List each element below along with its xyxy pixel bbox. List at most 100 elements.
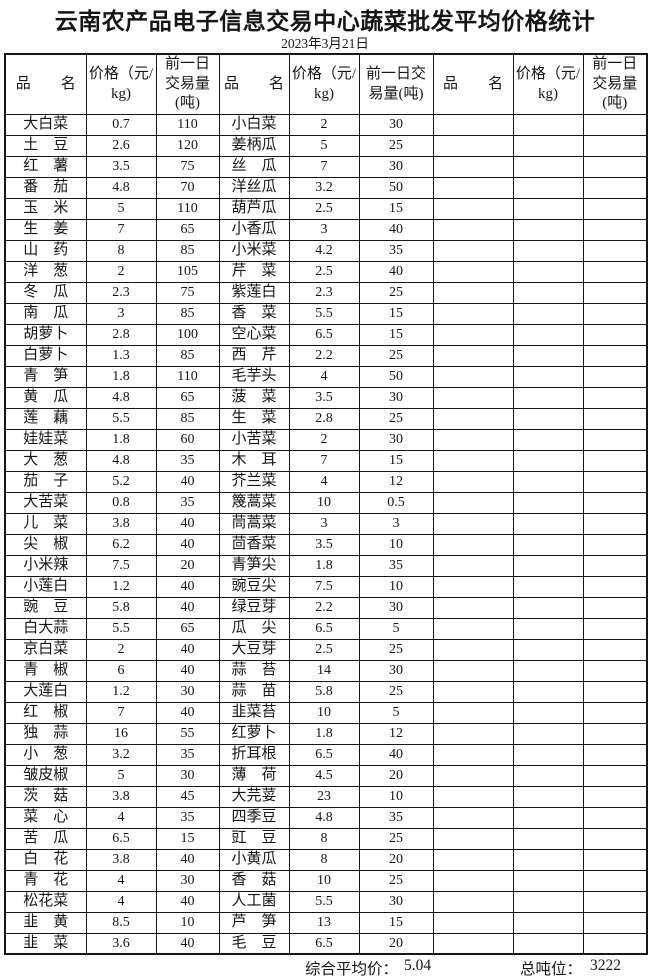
price-cell: 5.5: [288, 302, 360, 325]
total-tonnage-value: 3222: [590, 957, 621, 975]
price-cell: [512, 113, 584, 136]
price-cell: [512, 155, 584, 178]
header-price-1: 价格（元/kg): [85, 53, 157, 115]
price-cell: 5.8: [85, 596, 157, 619]
price-cell: [512, 428, 584, 451]
price-cell: 2.8: [288, 407, 360, 430]
table-row: 韭 黄 8.5 10 芦 笋 13 15: [4, 911, 648, 934]
price-cell: [512, 869, 584, 892]
table-row: 皱皮椒 5 30 薄 荷 4.5 20: [4, 764, 648, 787]
volume-cell: 15: [155, 827, 220, 850]
product-name-cell: [432, 323, 514, 346]
price-cell: [512, 134, 584, 157]
product-name-cell: 蒜 苔: [218, 659, 290, 682]
volume-cell: 25: [358, 134, 434, 157]
volume-cell: 65: [155, 617, 220, 640]
product-name-cell: 茼蒿菜: [218, 512, 290, 535]
product-name-cell: 南 瓜: [4, 302, 87, 325]
volume-cell: 85: [155, 407, 220, 430]
table-row: 青 笋 1.8 110 毛芋头 4 50: [4, 365, 648, 388]
product-name-cell: [432, 155, 514, 178]
table-row: 菜 心 4 35 四季豆 4.8 35: [4, 806, 648, 829]
volume-cell: [582, 554, 648, 577]
product-name-cell: [432, 344, 514, 367]
volume-cell: 25: [358, 344, 434, 367]
product-name-cell: [432, 659, 514, 682]
table-row: 白大蒜 5.5 65 瓜 尖 6.5 5: [4, 617, 648, 640]
price-cell: 16: [85, 722, 157, 745]
price-cell: 2: [288, 428, 360, 451]
price-cell: 8: [288, 827, 360, 850]
price-cell: 2.2: [288, 596, 360, 619]
volume-cell: 30: [358, 596, 434, 619]
product-name-cell: 蒜 苗: [218, 680, 290, 703]
product-name-cell: 儿 菜: [4, 512, 87, 535]
table-row: 韭 菜 3.6 40 毛 豆 6.5 20: [4, 932, 648, 955]
volume-cell: [582, 785, 648, 808]
header-volume-3: 前一日交易量(吨): [582, 53, 648, 115]
total-tonnage-label: 总吨位：: [520, 961, 583, 979]
price-cell: 3.8: [85, 512, 157, 535]
table-row: 娃娃菜 1.8 60 小苦菜 2 30: [4, 428, 648, 451]
header-volume-2: 前一日交易量(吨): [358, 53, 434, 115]
product-name-cell: [432, 680, 514, 703]
volume-cell: 10: [155, 911, 220, 934]
volume-cell: [582, 701, 648, 724]
product-name-cell: [432, 785, 514, 808]
volume-cell: 10: [358, 533, 434, 556]
price-cell: 2.5: [288, 197, 360, 220]
price-cell: 3.8: [85, 785, 157, 808]
header-product-name-3: 品 名: [432, 53, 514, 115]
price-cell: 6.2: [85, 533, 157, 556]
price-table: 品 名价格（元/kg) 前一日交易量(吨) 品 名价格（元/kg) 前一日交易量(吨)…: [4, 53, 648, 956]
product-name-cell: 茴香菜: [218, 533, 290, 556]
product-name-cell: 冬 瓜: [4, 281, 87, 304]
product-name-cell: 空心菜: [218, 323, 290, 346]
product-name-cell: 芥兰菜: [218, 470, 290, 493]
product-name-cell: [432, 239, 514, 262]
price-cell: 4: [85, 806, 157, 829]
volume-cell: [582, 638, 648, 661]
price-cell: 2.6: [85, 134, 157, 157]
volume-cell: 10: [358, 785, 434, 808]
table-header-row: 品 名价格（元/kg) 前一日交易量(吨) 品 名价格（元/kg) 前一日交易量(吨)…: [4, 53, 648, 115]
product-name-cell: [432, 428, 514, 451]
price-cell: 2.3: [288, 281, 360, 304]
price-cell: 1.8: [85, 365, 157, 388]
product-name-cell: [432, 596, 514, 619]
product-name-cell: [432, 764, 514, 787]
table-row: 大白菜 0.7 110 小白菜 2 30: [4, 113, 648, 136]
volume-cell: [582, 512, 648, 535]
volume-cell: 40: [155, 932, 220, 955]
table-row: 小莲白 1.2 40 豌豆尖 7.5 10: [4, 575, 648, 598]
product-name-cell: [432, 113, 514, 136]
price-cell: 2: [85, 638, 157, 661]
product-name-cell: 土 豆: [4, 134, 87, 157]
volume-cell: 40: [155, 512, 220, 535]
price-cell: 4.8: [85, 386, 157, 409]
price-cell: [512, 617, 584, 640]
product-name-cell: [432, 302, 514, 325]
volume-cell: 3: [358, 512, 434, 535]
price-cell: [512, 323, 584, 346]
price-cell: 3.8: [85, 848, 157, 871]
volume-cell: 25: [358, 281, 434, 304]
product-name-cell: 木 耳: [218, 449, 290, 472]
average-price-label: 综合平均价：: [305, 961, 399, 979]
product-name-cell: 洋丝瓜: [218, 176, 290, 199]
volume-cell: 20: [155, 554, 220, 577]
product-name-cell: 青 椒: [4, 659, 87, 682]
price-cell: [512, 239, 584, 262]
product-name-cell: 丝 瓜: [218, 155, 290, 178]
volume-cell: 30: [358, 428, 434, 451]
product-name-cell: 大芫荽: [218, 785, 290, 808]
price-cell: 5.5: [85, 407, 157, 430]
price-cell: 2.5: [288, 260, 360, 283]
price-cell: 13: [288, 911, 360, 934]
price-cell: 7.5: [288, 575, 360, 598]
volume-cell: 15: [358, 302, 434, 325]
volume-cell: 105: [155, 260, 220, 283]
volume-cell: 35: [358, 239, 434, 262]
price-cell: [512, 785, 584, 808]
price-cell: 8: [85, 239, 157, 262]
